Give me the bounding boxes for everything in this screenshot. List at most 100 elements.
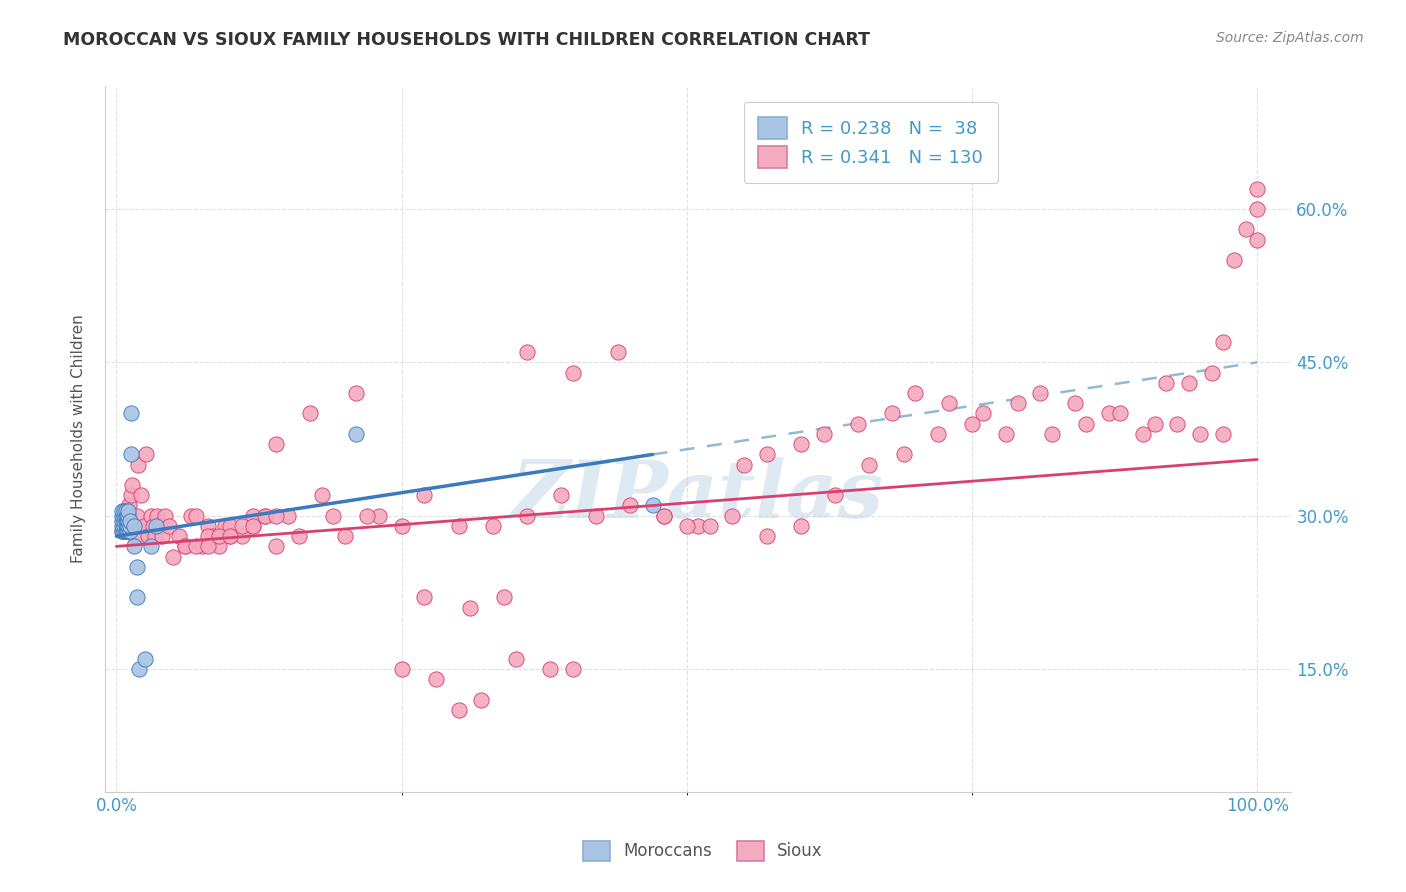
Point — [125, 591, 148, 605]
Point — [1007, 396, 1029, 410]
Point — [505, 652, 527, 666]
Point — [173, 540, 195, 554]
Point — [927, 426, 949, 441]
Point — [155, 508, 177, 523]
Point — [550, 488, 572, 502]
Point — [1212, 426, 1234, 441]
Point — [253, 508, 276, 523]
Point — [112, 503, 135, 517]
Point — [482, 519, 505, 533]
Point — [904, 386, 927, 401]
Point — [733, 458, 755, 472]
Point — [111, 524, 134, 538]
Point — [1166, 417, 1188, 431]
Point — [114, 514, 136, 528]
Point — [619, 499, 641, 513]
Point — [1212, 334, 1234, 349]
Point — [972, 407, 994, 421]
Point — [111, 514, 134, 528]
Point — [149, 519, 172, 533]
Point — [264, 508, 287, 523]
Point — [115, 508, 138, 523]
Point — [120, 519, 142, 533]
Point — [790, 519, 813, 533]
Point — [333, 529, 356, 543]
Point — [242, 519, 264, 533]
Point — [125, 559, 148, 574]
Point — [173, 540, 195, 554]
Point — [120, 524, 142, 538]
Point — [157, 519, 180, 533]
Point — [132, 519, 155, 533]
Point — [112, 514, 135, 528]
Point — [115, 519, 138, 533]
Point — [131, 488, 153, 502]
Point — [114, 508, 136, 523]
Point — [115, 514, 138, 528]
Point — [128, 529, 150, 543]
Point — [1063, 396, 1085, 410]
Point — [1223, 253, 1246, 268]
Point — [607, 345, 630, 359]
Point — [127, 458, 149, 472]
Point — [139, 508, 162, 523]
Point — [721, 508, 744, 523]
Point — [219, 529, 242, 543]
Point — [125, 519, 148, 533]
Point — [516, 345, 538, 359]
Point — [1154, 376, 1177, 390]
Point — [391, 519, 413, 533]
Point — [561, 662, 583, 676]
Point — [824, 488, 846, 502]
Point — [995, 426, 1018, 441]
Point — [122, 519, 145, 533]
Point — [882, 407, 904, 421]
Point — [120, 514, 142, 528]
Point — [1246, 233, 1268, 247]
Text: Source: ZipAtlas.com: Source: ZipAtlas.com — [1216, 31, 1364, 45]
Point — [114, 503, 136, 517]
Point — [114, 524, 136, 538]
Point — [120, 407, 142, 421]
Point — [494, 591, 516, 605]
Point — [1246, 202, 1268, 216]
Point — [458, 600, 481, 615]
Legend: R = 0.238   N =  38, R = 0.341   N = 130: R = 0.238 N = 38, R = 0.341 N = 130 — [744, 103, 998, 183]
Point — [124, 529, 146, 543]
Point — [675, 519, 697, 533]
Point — [208, 529, 231, 543]
Point — [790, 437, 813, 451]
Point — [755, 447, 778, 461]
Point — [112, 508, 135, 523]
Point — [112, 519, 135, 533]
Point — [1029, 386, 1052, 401]
Point — [1201, 366, 1223, 380]
Point — [115, 508, 138, 523]
Point — [134, 652, 156, 666]
Point — [652, 508, 675, 523]
Point — [125, 508, 148, 523]
Text: MOROCCAN VS SIOUX FAMILY HOUSEHOLDS WITH CHILDREN CORRELATION CHART: MOROCCAN VS SIOUX FAMILY HOUSEHOLDS WITH… — [63, 31, 870, 49]
Point — [699, 519, 721, 533]
Point — [197, 529, 219, 543]
Point — [413, 488, 436, 502]
Point — [162, 549, 184, 564]
Point — [120, 447, 142, 461]
Point — [111, 508, 134, 523]
Point — [585, 508, 607, 523]
Point — [202, 529, 225, 543]
Point — [893, 447, 915, 461]
Point — [960, 417, 983, 431]
Point — [186, 540, 208, 554]
Point — [425, 672, 447, 686]
Point — [516, 508, 538, 523]
Point — [111, 503, 134, 517]
Point — [214, 519, 236, 533]
Point — [391, 662, 413, 676]
Point — [231, 529, 253, 543]
Point — [115, 524, 138, 538]
Point — [264, 437, 287, 451]
Point — [311, 488, 333, 502]
Point — [145, 519, 167, 533]
Point — [186, 508, 208, 523]
